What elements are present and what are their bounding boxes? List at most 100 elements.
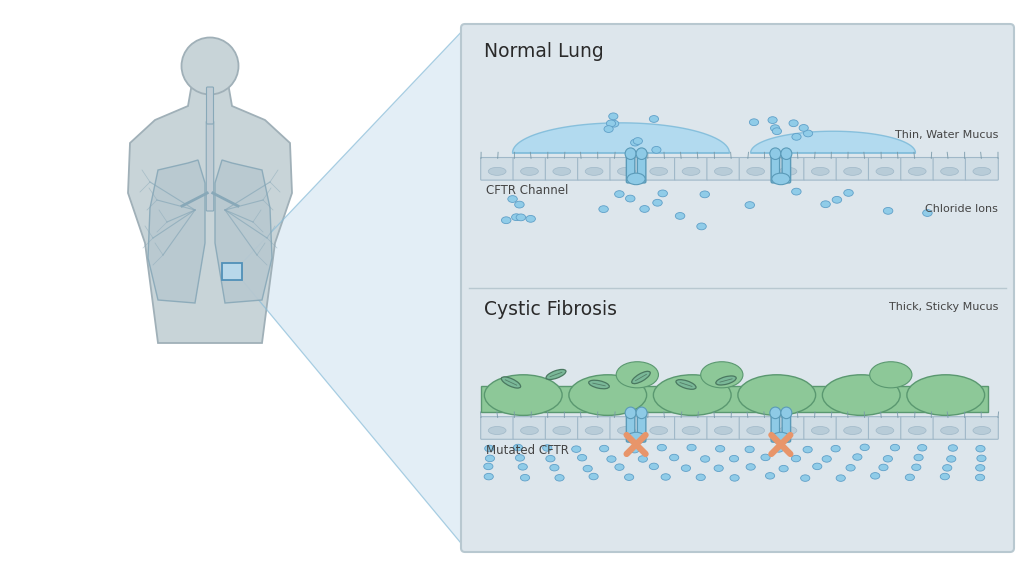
Ellipse shape	[844, 426, 861, 434]
Ellipse shape	[779, 426, 797, 434]
Ellipse shape	[636, 407, 647, 419]
Ellipse shape	[779, 465, 788, 472]
Ellipse shape	[745, 202, 755, 209]
Ellipse shape	[745, 446, 755, 453]
FancyBboxPatch shape	[933, 416, 966, 439]
Ellipse shape	[520, 426, 539, 434]
Ellipse shape	[599, 206, 608, 213]
Ellipse shape	[973, 168, 991, 175]
Ellipse shape	[638, 456, 647, 462]
Polygon shape	[148, 160, 205, 303]
Ellipse shape	[781, 407, 792, 419]
Ellipse shape	[696, 223, 707, 230]
Ellipse shape	[550, 464, 559, 471]
FancyBboxPatch shape	[739, 416, 772, 439]
Ellipse shape	[831, 445, 841, 452]
Ellipse shape	[607, 456, 616, 463]
Ellipse shape	[844, 190, 853, 196]
Ellipse shape	[508, 196, 517, 202]
Ellipse shape	[571, 446, 581, 452]
Ellipse shape	[484, 473, 494, 480]
Ellipse shape	[918, 445, 927, 451]
Ellipse shape	[662, 473, 671, 480]
Text: CFTR Channel: CFTR Channel	[486, 184, 568, 198]
Ellipse shape	[649, 116, 658, 122]
Ellipse shape	[822, 456, 831, 462]
FancyBboxPatch shape	[771, 412, 779, 442]
Ellipse shape	[657, 445, 667, 451]
FancyBboxPatch shape	[642, 157, 675, 180]
Ellipse shape	[608, 113, 617, 120]
Ellipse shape	[876, 426, 894, 434]
Ellipse shape	[714, 465, 723, 472]
Ellipse shape	[716, 376, 736, 385]
Ellipse shape	[670, 454, 679, 461]
Ellipse shape	[923, 210, 932, 217]
Ellipse shape	[768, 117, 777, 123]
Ellipse shape	[941, 168, 958, 175]
Ellipse shape	[614, 464, 624, 471]
FancyBboxPatch shape	[461, 24, 1014, 552]
Ellipse shape	[700, 456, 710, 462]
Ellipse shape	[485, 455, 495, 461]
Ellipse shape	[630, 446, 639, 453]
Ellipse shape	[583, 465, 592, 472]
FancyBboxPatch shape	[480, 157, 514, 180]
Ellipse shape	[781, 148, 792, 160]
Ellipse shape	[905, 474, 914, 480]
FancyBboxPatch shape	[513, 157, 546, 180]
Ellipse shape	[774, 446, 783, 452]
Ellipse shape	[515, 454, 524, 461]
Text: Thin, Water Mucus: Thin, Water Mucus	[895, 130, 998, 140]
Ellipse shape	[943, 465, 952, 471]
Ellipse shape	[853, 454, 862, 460]
Ellipse shape	[772, 432, 790, 444]
Ellipse shape	[599, 445, 608, 452]
Ellipse shape	[633, 138, 642, 145]
Ellipse shape	[650, 426, 668, 434]
Ellipse shape	[761, 454, 770, 461]
FancyBboxPatch shape	[739, 157, 772, 180]
Ellipse shape	[512, 214, 521, 221]
Ellipse shape	[675, 213, 685, 219]
Ellipse shape	[483, 463, 493, 469]
Ellipse shape	[681, 465, 690, 471]
Ellipse shape	[976, 465, 985, 471]
Ellipse shape	[569, 375, 646, 415]
Ellipse shape	[553, 168, 570, 175]
Ellipse shape	[772, 128, 781, 135]
FancyBboxPatch shape	[637, 412, 646, 442]
Bar	[481, 386, 988, 412]
Text: Chloride Ions: Chloride Ions	[925, 204, 998, 214]
FancyBboxPatch shape	[868, 157, 901, 180]
FancyBboxPatch shape	[642, 416, 675, 439]
Bar	[222, 263, 242, 280]
FancyBboxPatch shape	[578, 157, 610, 180]
Ellipse shape	[515, 201, 524, 208]
Ellipse shape	[750, 119, 759, 126]
FancyBboxPatch shape	[627, 153, 635, 183]
Text: Thick, Sticky Mucus: Thick, Sticky Mucus	[889, 302, 998, 312]
Ellipse shape	[876, 168, 894, 175]
FancyBboxPatch shape	[966, 157, 998, 180]
Ellipse shape	[625, 148, 636, 160]
Ellipse shape	[715, 168, 732, 175]
Ellipse shape	[976, 474, 985, 481]
FancyBboxPatch shape	[782, 153, 791, 183]
Ellipse shape	[546, 456, 555, 462]
Ellipse shape	[766, 472, 774, 479]
Ellipse shape	[627, 173, 645, 185]
Ellipse shape	[546, 369, 566, 380]
Ellipse shape	[948, 445, 957, 451]
Ellipse shape	[813, 463, 822, 469]
Ellipse shape	[614, 191, 624, 198]
Ellipse shape	[884, 456, 893, 462]
Ellipse shape	[609, 120, 618, 127]
Ellipse shape	[844, 168, 861, 175]
Ellipse shape	[585, 168, 603, 175]
Ellipse shape	[792, 455, 801, 462]
Ellipse shape	[658, 190, 668, 197]
Ellipse shape	[484, 445, 494, 452]
Ellipse shape	[616, 362, 658, 388]
Ellipse shape	[846, 464, 855, 471]
